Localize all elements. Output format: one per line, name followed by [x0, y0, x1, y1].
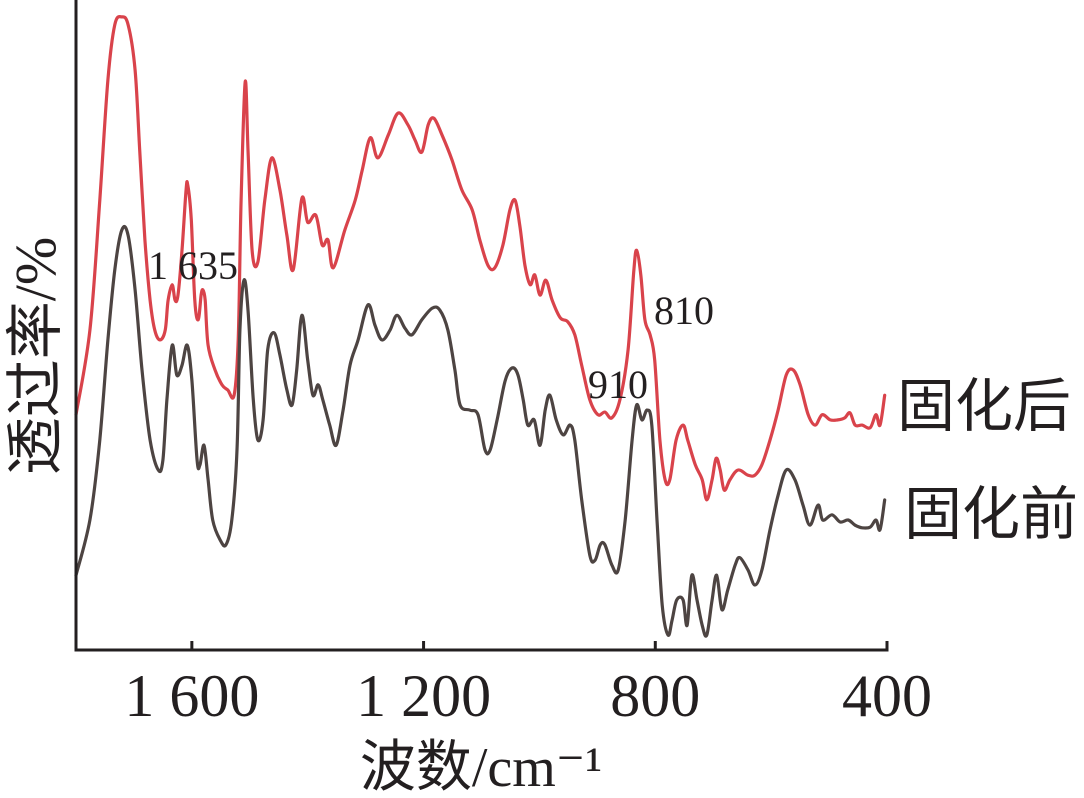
series-label-after-curing: 固化后: [897, 374, 1071, 439]
annotation-label-910: 910: [588, 362, 648, 407]
x-tick-label: 800: [610, 663, 700, 729]
annotation-label-1635: 1 635: [148, 243, 238, 288]
x-tick-label: 1 600: [124, 663, 259, 729]
x-axis-label: 波数/cm⁻¹: [360, 737, 602, 798]
x-axis-ticks: 1 600 1 200 800 400: [124, 641, 932, 729]
x-tick-label: 400: [842, 663, 932, 729]
series-layer: [74, 15, 887, 638]
annotation-label-810: 810: [654, 288, 714, 333]
series-line-before-curing: [74, 225, 887, 638]
series-label-before-curing: 固化前: [904, 482, 1078, 547]
x-tick-label: 1 200: [356, 663, 491, 729]
series-line-after-curing: [74, 15, 887, 502]
y-axis-label: 透过率/%: [3, 237, 68, 475]
